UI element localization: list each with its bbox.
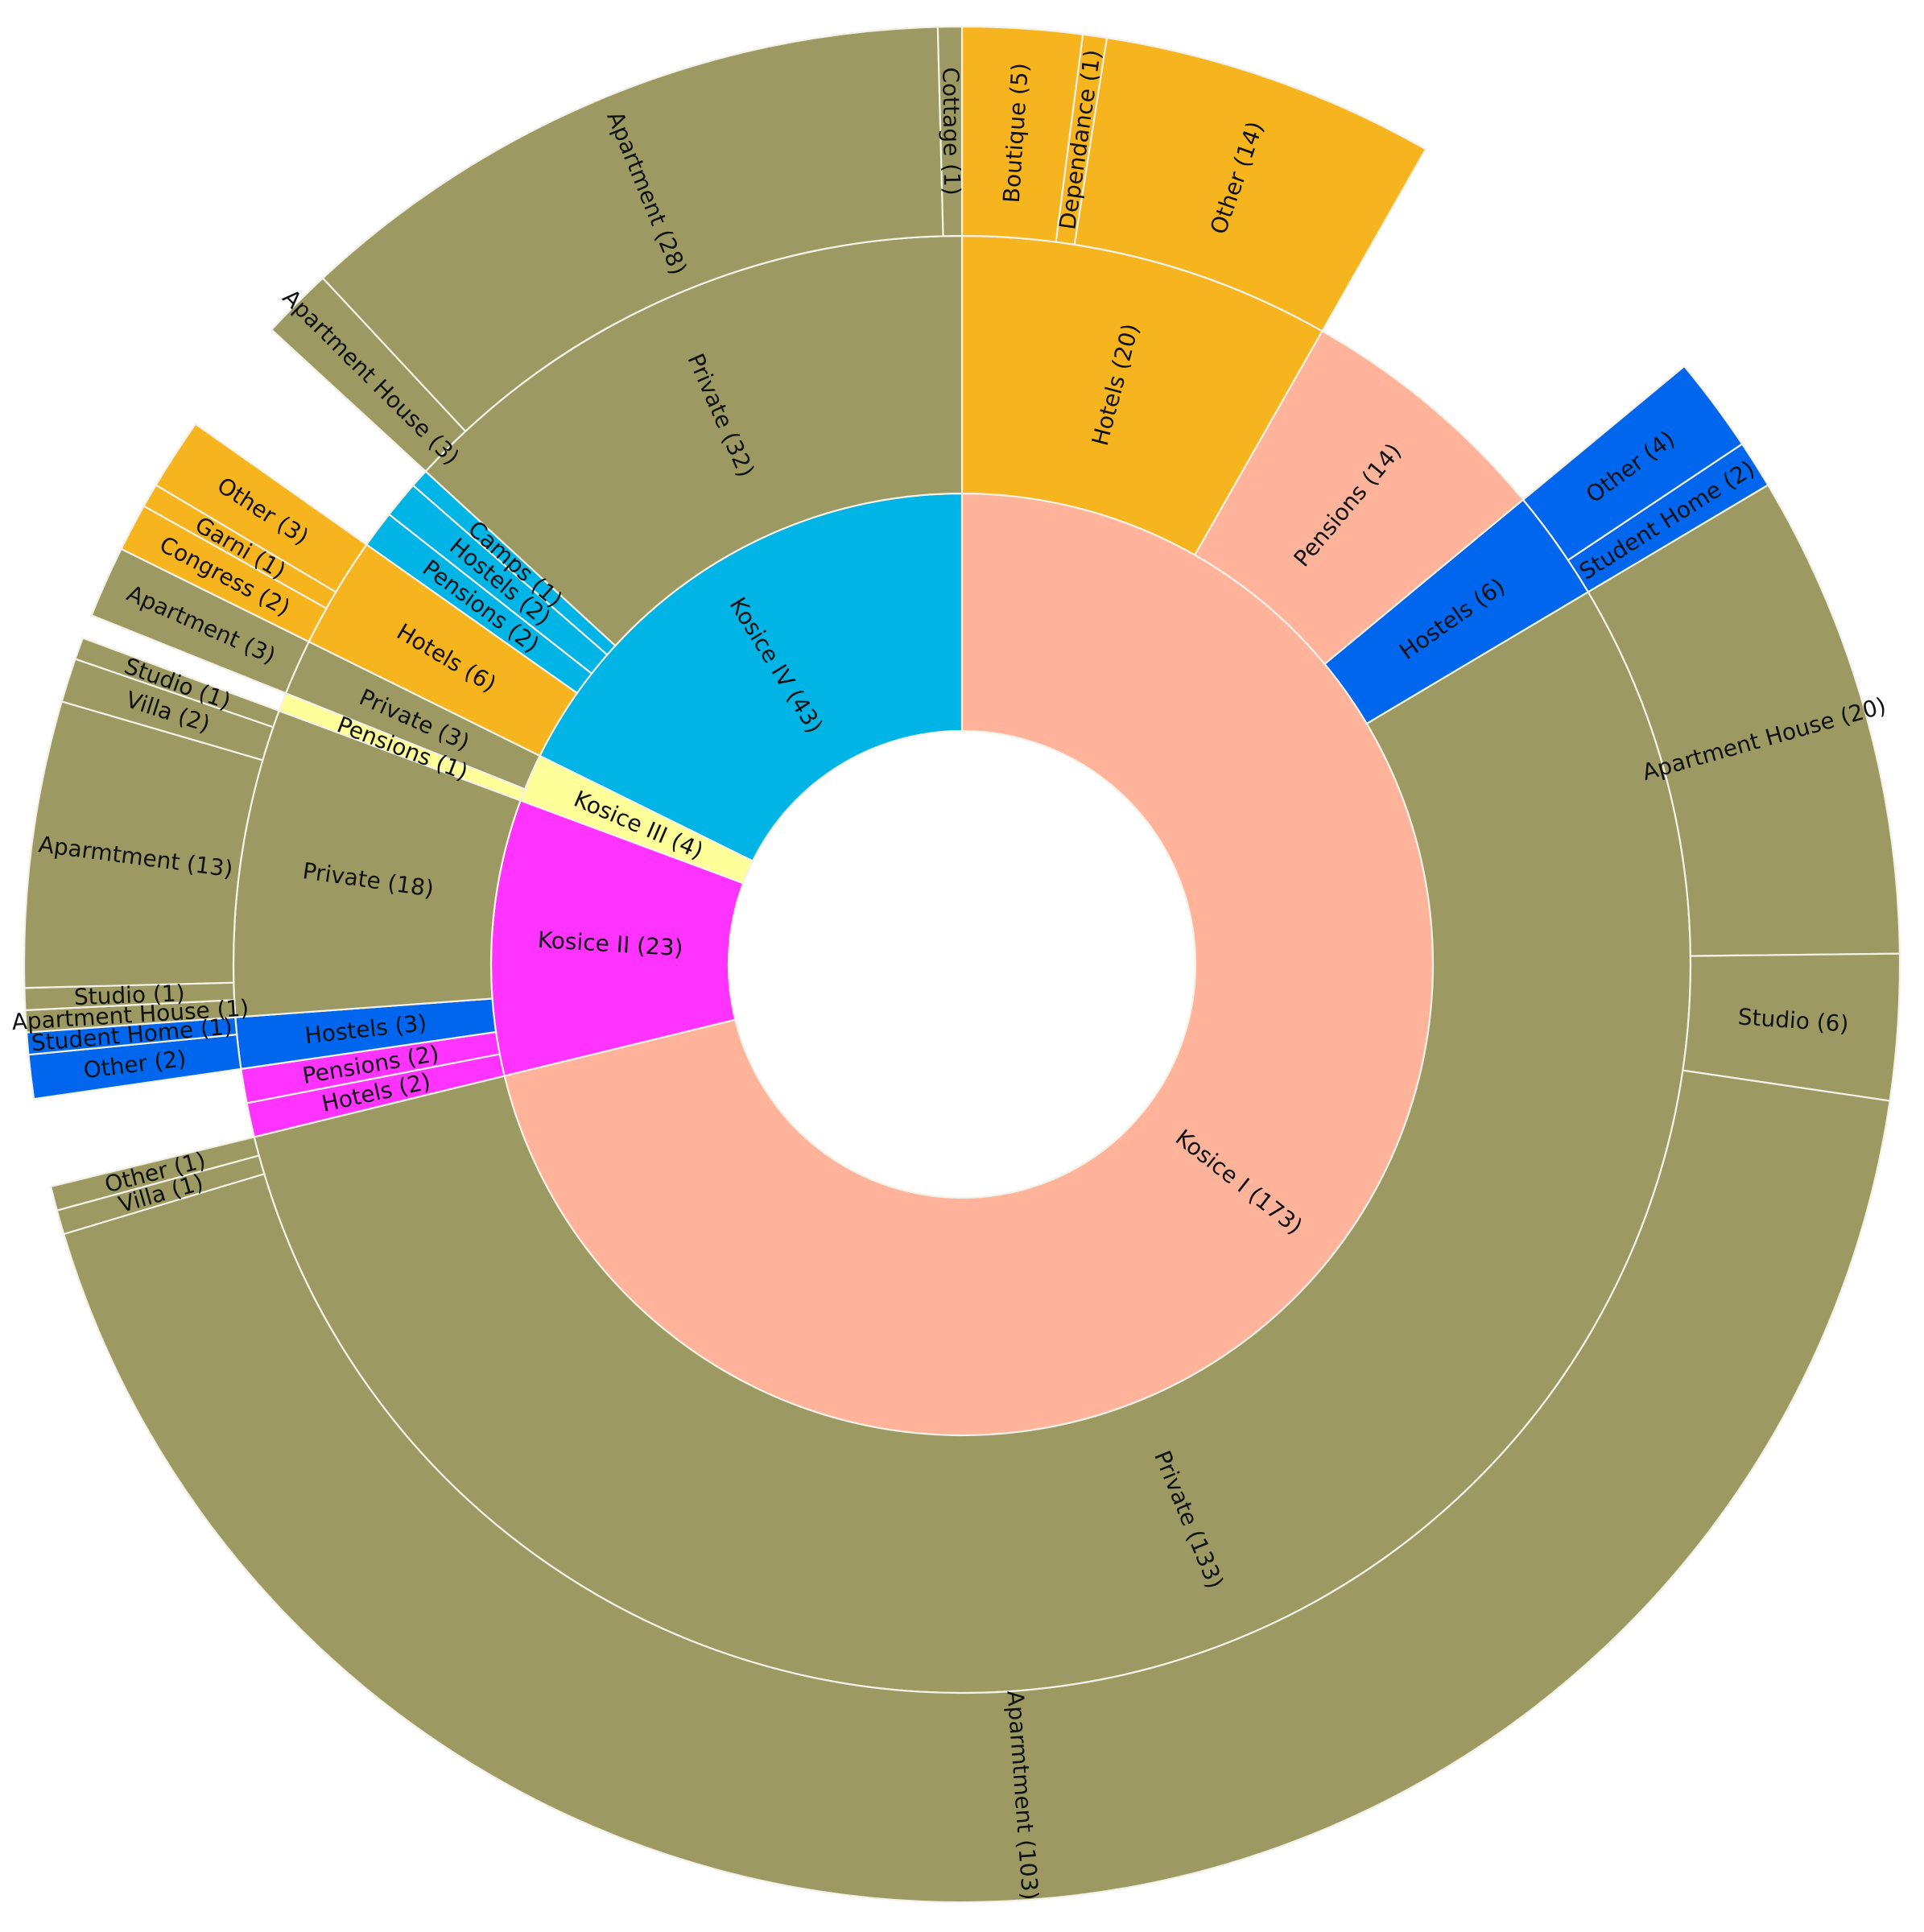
segment-kosice-i-private-aparmtment-12[interactable] [62, 1069, 1891, 1904]
label-kosice-ii-private-studio-23: Studio (1) [73, 980, 185, 1010]
segment-kosice-i-hotels-other-4[interactable] [1073, 36, 1427, 332]
label-kosice-iv-private-cottage-42: Cottage (1) [937, 67, 965, 196]
segment-kosice-iv-private-cottage-42[interactable] [936, 25, 964, 237]
center-hole [729, 731, 1195, 1198]
segments [23, 25, 1901, 1904]
